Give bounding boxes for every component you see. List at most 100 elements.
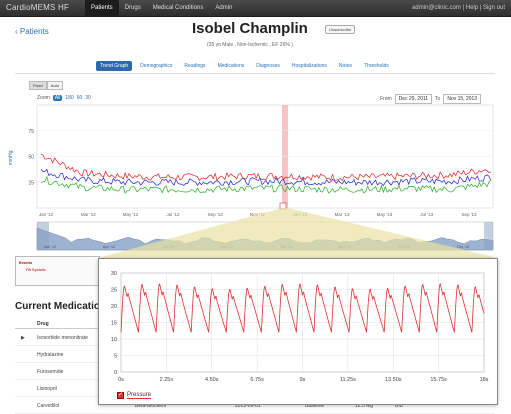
pressure-checkbox[interactable]	[117, 391, 124, 399]
medication-drug: Furosemide	[37, 369, 64, 375]
waveform-y-tick: 5	[114, 354, 117, 360]
tab-notes[interactable]: Notes	[338, 63, 352, 69]
waveform-x-tick: 6.75s	[250, 377, 264, 383]
waveform-x-tick: 9s	[300, 377, 306, 383]
pressure-waveform-line	[120, 283, 485, 333]
waveform-y-tick: 25	[111, 288, 117, 294]
navigator-tick-label: Apr '12	[103, 244, 116, 249]
zoom-callout-wedge	[98, 208, 498, 258]
events-item[interactable]: PA Systolic	[26, 267, 46, 272]
patient-name: Isobel Champlin	[192, 20, 308, 37]
tab-medications[interactable]: Medications	[217, 63, 245, 69]
to-label: To	[435, 96, 441, 102]
y-tick-label: 50	[28, 155, 34, 161]
patient-tabs: Trend Graph Demographics Readings Medica…	[96, 61, 393, 71]
waveform-chart: 0 5 10 15 20 25 30 0s 2.25s 4.50s 6.75s 9s 11.25s 13.…	[111, 271, 489, 383]
current-medications-heading: Current Medications	[15, 301, 112, 312]
tab-diagnoses[interactable]: Diagnoses	[256, 63, 280, 69]
tab-trend-graph[interactable]: Trend Graph	[96, 61, 133, 71]
series-line	[40, 154, 492, 182]
back-label: Patients	[19, 27, 49, 36]
y-axis-label: mmHg	[8, 150, 14, 165]
y-tick-label: 75	[28, 129, 34, 135]
waveform-x-tick: 15.75s	[430, 377, 447, 383]
waveform-popup: 0 5 10 15 20 25 30 0s 2.25s 4.50s 6.75s 9s 11.25s 13.…	[98, 258, 498, 405]
x-tick-label: Sep '12	[208, 212, 224, 217]
from-label: From	[380, 96, 392, 102]
y-tick-label: 25	[28, 180, 34, 186]
x-tick-label: Jul '13	[420, 212, 433, 217]
back-to-patients-link[interactable]: ‹ Patients	[15, 27, 49, 36]
tab-readings[interactable]: Readings	[184, 63, 206, 69]
user-links[interactable]: admin@clinic.com | Help | Sign out	[412, 5, 505, 11]
waveform-y-tick: 20	[111, 304, 117, 310]
zoom-selector: Zoom All 180 60 30	[37, 95, 91, 101]
waveform-x-tick: 18s	[480, 377, 489, 383]
col-drug: Drug	[37, 321, 49, 327]
waveform-y-tick: 10	[111, 337, 117, 343]
zoom-30[interactable]: 30	[85, 95, 91, 101]
waveform-x-tick: 4.50s	[205, 377, 219, 383]
unsubscribe-button[interactable]: Unsubscribe	[325, 25, 356, 34]
waveform-y-tick: 0	[114, 370, 117, 376]
auto-scale-button[interactable]: Auto	[46, 81, 64, 90]
medication-drug: Carvedilol	[37, 403, 60, 409]
date-range: From Dec 29, 2011 To Nov 15, 2013	[380, 94, 482, 104]
expand-icon[interactable]: ▶	[21, 335, 25, 341]
medication-drug: Lisinopril	[37, 386, 57, 392]
medication-frequency: BID	[395, 403, 403, 409]
scale-toggle: Fixed Auto	[29, 81, 64, 90]
series-line	[40, 168, 492, 187]
medication-drug: Hydralazine	[37, 352, 64, 358]
medication-status: Baseline	[305, 403, 324, 409]
x-tick-label: Jul '12	[166, 212, 179, 217]
from-date-input[interactable]: Dec 29, 2011	[394, 94, 433, 104]
waveform-legend[interactable]: Pressure	[117, 391, 152, 399]
x-tick-label: May '13	[377, 212, 393, 217]
to-date-input[interactable]: Nov 15, 2013	[443, 94, 482, 104]
nav-medical-conditions[interactable]: Medical Conditions	[152, 5, 204, 11]
nav-drugs[interactable]: Drugs	[124, 5, 141, 11]
waveform-y-tick: 30	[111, 271, 117, 277]
medication-date: 2013-09-01	[235, 403, 261, 409]
trend-axes: 75 50 25 mmHg Jan '12 Mar '12 May '12 Jul '12 Se…	[8, 104, 494, 217]
zoom-180[interactable]: 180	[65, 95, 74, 101]
waveform-x-tick: 2.25s	[160, 377, 174, 383]
x-tick-label: Mar '13	[335, 212, 350, 217]
x-tick-label: Sep '13	[461, 212, 477, 217]
tab-hospitalizations[interactable]: Hospitalizations	[291, 63, 327, 69]
waveform-x-tick: 13.50s	[385, 377, 402, 383]
nav-admin[interactable]: Admin	[215, 5, 233, 11]
zoom-60[interactable]: 60	[76, 95, 83, 101]
waveform-y-tick: 15	[111, 321, 117, 327]
fixed-scale-button[interactable]: Fixed	[29, 81, 47, 90]
x-tick-label: Jan '12	[39, 212, 54, 217]
navigator-tick-label: Jan '12	[44, 244, 58, 249]
zoom-callout	[98, 208, 498, 258]
x-tick-label: Mar '12	[81, 212, 96, 217]
x-tick-label: Nov '12	[250, 212, 266, 217]
medication-drug: Isosorbide mononitrate	[37, 335, 88, 341]
zoom-all[interactable]: All	[52, 95, 63, 101]
pressure-legend-label: Pressure	[127, 392, 152, 399]
waveform-x-tick: 0s	[118, 377, 124, 383]
patient-summary: (35 yo Male , Non-Ischemic , EF 26% )	[207, 42, 293, 48]
navigator-handle-left	[37, 222, 49, 250]
medication-class: Beta-Blockers	[135, 403, 166, 409]
medication-dose: 12.5 Mg	[355, 403, 373, 409]
app-brand[interactable]: CardioMEMS HF	[6, 3, 70, 12]
zoom-label: Zoom	[37, 95, 50, 101]
tab-thresholds[interactable]: Thresholds	[363, 63, 389, 69]
nav-patients[interactable]: Patients	[85, 0, 119, 17]
tab-divider	[15, 73, 495, 74]
medications-table-header: Drug	[15, 319, 105, 329]
navigator-handle-right	[484, 222, 493, 250]
navigator-tick-label: Oct '13	[457, 244, 470, 249]
tab-demographics[interactable]: Demographics	[140, 63, 173, 69]
main-nav: Patients Drugs Medical Conditions Admin	[85, 0, 238, 17]
events-legend: Events PA Systolic	[15, 256, 100, 286]
events-title: Events	[19, 260, 33, 265]
x-tick-label: May '12	[123, 212, 139, 217]
trend-lines	[40, 154, 492, 194]
